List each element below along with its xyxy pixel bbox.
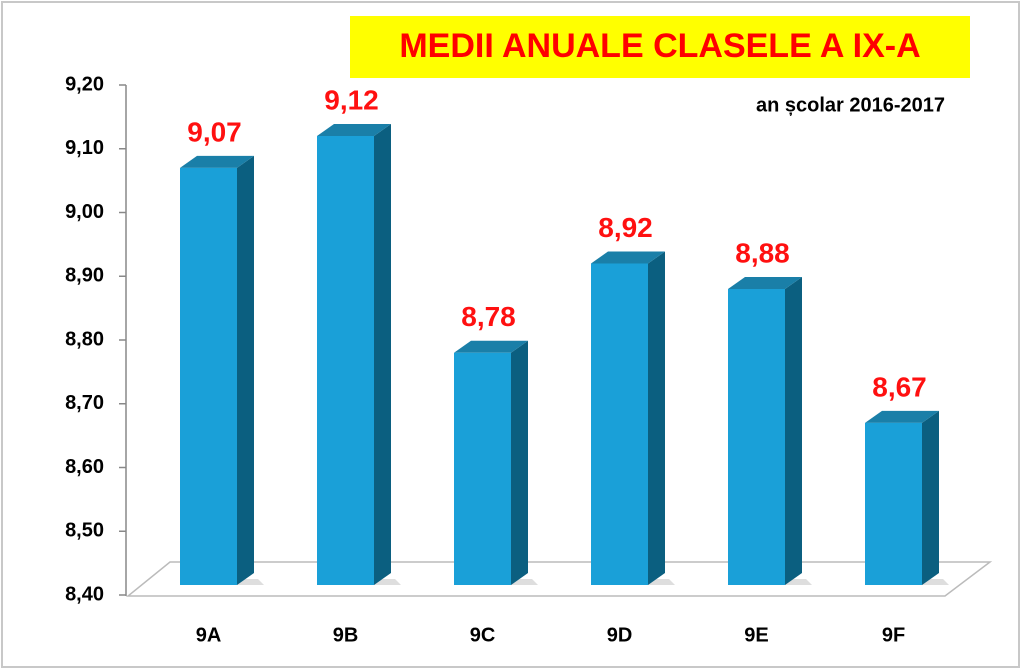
bar-top [454,340,528,353]
x-tick-label: 9F [882,624,905,646]
y-tick-label: 9,10 [65,137,104,159]
bar-top [317,124,391,136]
y-tick-label: 8,70 [65,392,104,414]
x-tick-label: 9C [470,624,496,646]
bar [865,422,922,585]
value-label: 9,07 [187,116,242,147]
chart-title: MEDII ANUALE CLASELE A IX-A [399,27,920,65]
x-tick-label: 9A [196,624,222,646]
y-tick-label: 8,60 [65,456,104,478]
y-tick-label: 8,50 [65,520,104,542]
bar-top [728,277,802,289]
y-tick-label: 8,80 [65,328,104,350]
chart-subtitle: an școlar 2016-2017 [756,94,945,116]
bar-side [374,124,391,585]
bar-side [237,155,254,585]
bar [591,263,648,585]
bar-side [511,340,528,585]
bar-side [922,410,939,585]
bar [454,352,511,585]
x-tick-label: 9D [607,624,633,646]
bar [180,167,237,585]
bar [728,289,785,585]
value-label: 8,88 [735,237,790,268]
y-tick-label: 9,00 [65,201,104,223]
y-tick-label: 9,20 [65,73,104,95]
bar-side [785,277,802,585]
bar-side [648,251,665,585]
y-tick-label: 8,90 [65,265,104,287]
value-label: 8,67 [872,371,927,402]
value-label: 8,78 [461,301,516,332]
bar [317,136,374,585]
bar-top [180,155,254,168]
x-tick-label: 9E [744,624,768,646]
bar-top [591,251,665,264]
title-box [350,16,970,78]
value-label: 9,12 [324,84,379,115]
value-label: 8,92 [598,212,653,243]
x-tick-label: 9B [333,624,359,646]
bar-top [865,410,939,423]
y-tick-label: 8,40 [65,583,104,605]
